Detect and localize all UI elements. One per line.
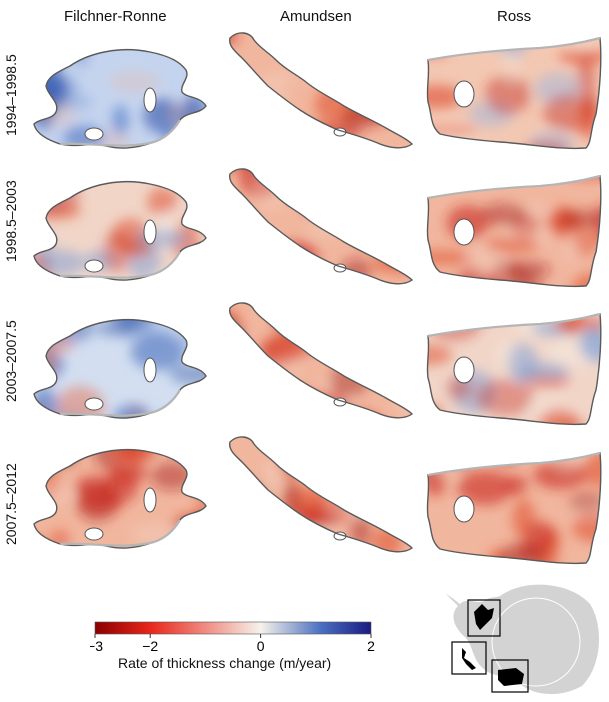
- thickness-change-field: [34, 49, 206, 149]
- inset-shape-amundsen: [462, 648, 476, 670]
- inset-box-ross: [491, 659, 529, 693]
- row-label-3: 2003–2007.5: [3, 320, 19, 402]
- map-filchner-ronne-1994-1998: [33, 49, 207, 149]
- map-amundsen-2007-2012: [228, 436, 414, 553]
- inset-box-filchner-ronne: [467, 599, 501, 637]
- colorbar-tick-label: −3: [90, 638, 103, 654]
- inset-box-amundsen: [451, 641, 487, 675]
- map-ross-1994-1998: [426, 36, 602, 150]
- antarctica-locator-map: [446, 584, 600, 695]
- row-label-4: 2007.5–2012: [3, 463, 19, 545]
- map-ross-1998-2003: [426, 174, 602, 288]
- data-gap: [453, 495, 475, 523]
- thickness-change-field: [34, 319, 206, 419]
- map-filchner-ronne-2003-2007: [33, 319, 207, 419]
- colorbar: −3 −2 0 2: [90, 621, 375, 654]
- column-title-ross: Ross: [497, 8, 532, 25]
- ice-front: [59, 119, 181, 147]
- map-amundsen-1998-2003: [228, 168, 414, 285]
- row-label-2: 1998.5–2003: [3, 180, 19, 262]
- antarctica-landmass: [453, 584, 600, 695]
- data-gap: [143, 357, 157, 383]
- map-ross-2007-2012: [426, 451, 602, 565]
- map-amundsen-1994-1998: [228, 32, 414, 149]
- colorbar-tick-label: 2: [367, 638, 375, 654]
- data-gap: [84, 259, 104, 273]
- data-gap: [453, 356, 475, 384]
- colorbar-tick-label: −2: [142, 638, 158, 654]
- ice-front: [427, 36, 601, 62]
- data-gap: [143, 87, 157, 113]
- column-title-filchner-ronne: Filchner-Ronne: [64, 8, 167, 25]
- map-filchner-ronne-1998-2003: [33, 181, 207, 281]
- data-gap: [84, 127, 104, 141]
- latitude-circle: [491, 597, 581, 687]
- inset-shape-ross: [498, 668, 524, 686]
- thickness-change-field: [427, 176, 601, 287]
- colorbar-ticks: [94, 634, 372, 638]
- antarctic-peninsula: [446, 594, 466, 614]
- data-gap: [84, 397, 104, 411]
- thickness-change-field: [427, 314, 601, 425]
- map-ross-2003-2007: [426, 312, 602, 426]
- data-gap: [143, 487, 157, 513]
- ice-front: [427, 451, 601, 477]
- ice-front: [59, 251, 181, 279]
- thickness-change-field: [34, 181, 206, 281]
- data-gap: [453, 80, 475, 108]
- data-gap: [143, 219, 157, 245]
- data-gap: [84, 527, 104, 541]
- shelf-outline: [228, 436, 414, 553]
- colorbar-tick-label: 0: [257, 638, 265, 654]
- data-gap: [453, 218, 475, 246]
- ice-front: [427, 174, 601, 200]
- map-filchner-ronne-2007-2012: [33, 449, 207, 549]
- inset-shape-filchner-ronne: [474, 604, 494, 630]
- column-title-amundsen: Amundsen: [280, 8, 352, 25]
- thickness-change-field: [427, 38, 601, 149]
- colorbar-title: Rate of thickness change (m/year): [118, 655, 332, 671]
- ice-front: [427, 312, 601, 338]
- shelf-outline: [228, 32, 414, 149]
- thickness-change-field: [229, 302, 413, 418]
- colorbar-gradient: [94, 621, 372, 635]
- shelf-outline: [228, 302, 414, 419]
- row-label-1: 1994–1998.5: [3, 54, 19, 136]
- map-amundsen-2003-2007: [228, 302, 414, 419]
- ice-front: [59, 519, 181, 547]
- ice-front: [59, 389, 181, 417]
- thickness-change-field: [229, 168, 413, 284]
- shelf-outline: [228, 168, 414, 285]
